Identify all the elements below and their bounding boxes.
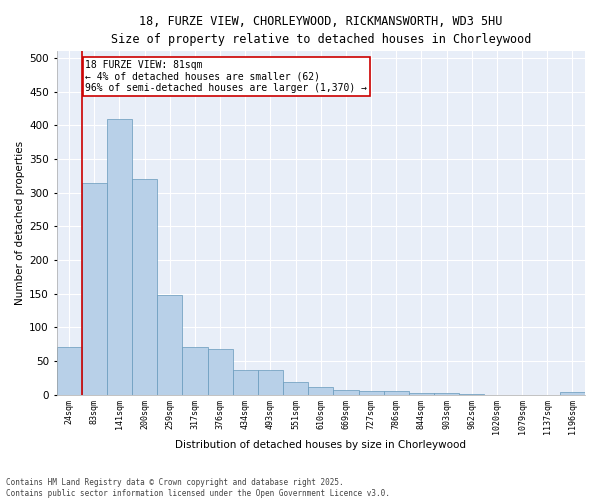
Bar: [56, 348, 82, 395]
Bar: [208, 349, 233, 395]
Bar: [334, 390, 359, 394]
Bar: [434, 393, 459, 394]
Title: 18, FURZE VIEW, CHORLEYWOOD, RICKMANSWORTH, WD3 5HU
Size of property relative to: 18, FURZE VIEW, CHORLEYWOOD, RICKMANSWOR…: [110, 15, 531, 46]
Y-axis label: Number of detached properties: Number of detached properties: [15, 141, 25, 305]
Bar: [383, 391, 409, 394]
X-axis label: Distribution of detached houses by size in Chorleywood: Distribution of detached houses by size …: [175, 440, 466, 450]
Bar: [560, 392, 585, 394]
Bar: [308, 386, 334, 394]
Bar: [157, 295, 182, 394]
Bar: [359, 390, 383, 394]
Bar: [233, 370, 258, 394]
Bar: [258, 370, 283, 394]
Bar: [132, 179, 157, 394]
Text: 18 FURZE VIEW: 81sqm
← 4% of detached houses are smaller (62)
96% of semi-detach: 18 FURZE VIEW: 81sqm ← 4% of detached ho…: [85, 60, 367, 94]
Bar: [409, 392, 434, 394]
Bar: [283, 382, 308, 394]
Text: Contains HM Land Registry data © Crown copyright and database right 2025.
Contai: Contains HM Land Registry data © Crown c…: [6, 478, 390, 498]
Bar: [107, 118, 132, 394]
Bar: [82, 182, 107, 394]
Bar: [182, 348, 208, 395]
